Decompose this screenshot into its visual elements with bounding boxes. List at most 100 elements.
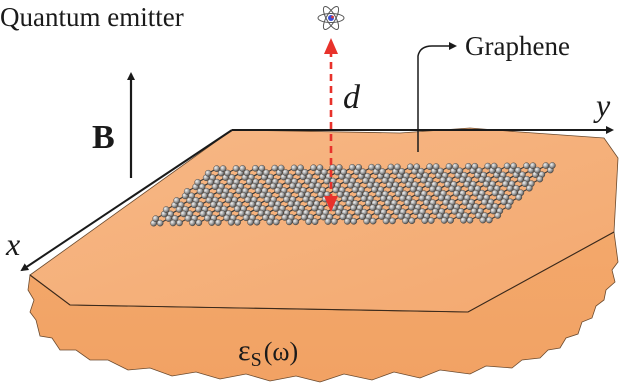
carbon-atom xyxy=(457,194,465,202)
carbon-atom xyxy=(243,169,251,177)
carbon-atom xyxy=(324,218,332,225)
carbon-atom xyxy=(424,181,432,188)
carbon-atom xyxy=(278,191,286,199)
carbon-atom xyxy=(265,178,273,185)
carbon-atom xyxy=(262,214,269,221)
carbon-atom xyxy=(461,198,469,206)
carbon-atom xyxy=(253,218,261,226)
carbon-atom xyxy=(365,199,372,207)
carbon-atom xyxy=(218,210,226,217)
carbon-atom xyxy=(257,209,265,217)
carbon-atom xyxy=(254,187,262,195)
carbon-atom xyxy=(431,208,439,215)
carbon-atom xyxy=(224,169,231,177)
carbon-atom xyxy=(226,178,234,186)
carbon-atom xyxy=(285,218,293,226)
carbon-atom xyxy=(466,216,474,224)
carbon-atom xyxy=(184,215,192,222)
carbon-atom xyxy=(239,192,247,199)
carbon-atom xyxy=(238,210,245,217)
carbon-atom xyxy=(381,177,389,184)
carbon-atom xyxy=(549,162,556,169)
distance-arrow xyxy=(324,38,338,212)
carbon-atom xyxy=(511,189,518,197)
carbon-atom xyxy=(479,216,487,224)
carbon-atom xyxy=(213,165,220,172)
carbon-atom xyxy=(235,187,243,195)
carbon-atom xyxy=(210,201,217,208)
carbon-atom xyxy=(335,209,342,216)
carbon-atom xyxy=(366,181,374,189)
carbon-atom xyxy=(302,195,310,203)
carbon-atom xyxy=(287,200,295,208)
carbon-atom xyxy=(247,218,254,226)
carbon-atom xyxy=(426,163,433,170)
carbon-atom xyxy=(379,195,387,202)
carbon-atom xyxy=(400,177,408,184)
carbon-atom xyxy=(448,185,456,193)
carbon-atom xyxy=(293,187,301,194)
carbon-atom xyxy=(408,217,416,225)
carbon-atom xyxy=(420,176,427,184)
carbon-atom xyxy=(439,176,447,184)
carbon-atom xyxy=(211,183,219,190)
axis-x-label: x xyxy=(5,226,20,262)
carbon-atom xyxy=(266,218,274,226)
carbon-atom xyxy=(355,164,362,171)
carbon-atom xyxy=(321,168,328,176)
carbon-atom xyxy=(156,219,164,227)
carbon-atom xyxy=(234,219,241,226)
carbon-atom xyxy=(398,168,406,175)
carbon-atom xyxy=(350,217,358,225)
carbon-atom xyxy=(308,182,316,190)
carbon-atom xyxy=(369,204,377,211)
carbon-atom xyxy=(467,185,475,193)
carbon-atom xyxy=(281,214,289,221)
carbon-atom xyxy=(438,194,445,202)
carbon-atom xyxy=(306,200,314,208)
carbon-atom xyxy=(421,217,429,224)
carbon-atom xyxy=(472,189,479,197)
carbon-atom xyxy=(389,217,396,225)
carbon-atom xyxy=(232,165,240,172)
atom-icon xyxy=(317,6,345,30)
carbon-atom xyxy=(481,198,488,206)
carbon-atom xyxy=(340,168,348,176)
carbon-atom xyxy=(523,162,530,170)
carbon-atom xyxy=(354,208,362,216)
carbon-atom xyxy=(186,197,193,204)
carbon-atom xyxy=(394,163,401,171)
carbon-atom xyxy=(304,177,311,185)
carbon-atom xyxy=(332,186,339,194)
carbon-atom xyxy=(408,203,415,211)
carbon-atom xyxy=(250,182,258,190)
carbon-atom xyxy=(502,180,509,188)
carbon-atom xyxy=(497,176,505,183)
carbon-atom xyxy=(491,189,499,197)
carbon-atom xyxy=(190,201,198,209)
carbon-atom xyxy=(440,217,448,224)
carbon-atom xyxy=(504,203,512,210)
carbon-atom xyxy=(369,217,377,225)
carbon-atom xyxy=(374,163,382,171)
carbon-atom xyxy=(436,212,444,220)
carbon-atom xyxy=(510,162,517,170)
carbon-atom xyxy=(291,205,299,212)
carbon-atom xyxy=(351,186,359,194)
axis-x-line xyxy=(20,129,233,272)
carbon-atom xyxy=(486,216,493,224)
carbon-atom xyxy=(263,196,271,203)
carbon-atom xyxy=(445,163,453,170)
carbon-atom xyxy=(175,206,183,213)
carbon-atom xyxy=(239,165,246,172)
carbon-atom xyxy=(471,162,479,170)
carbon-atom xyxy=(348,164,356,171)
carbon-atom xyxy=(242,214,250,222)
carbon-atom xyxy=(382,217,390,225)
carbon-atom xyxy=(463,180,471,188)
carbon-atom xyxy=(347,182,354,189)
carbon-atom xyxy=(282,169,289,176)
carbon-atom xyxy=(429,185,436,193)
carbon-atom xyxy=(268,200,275,208)
